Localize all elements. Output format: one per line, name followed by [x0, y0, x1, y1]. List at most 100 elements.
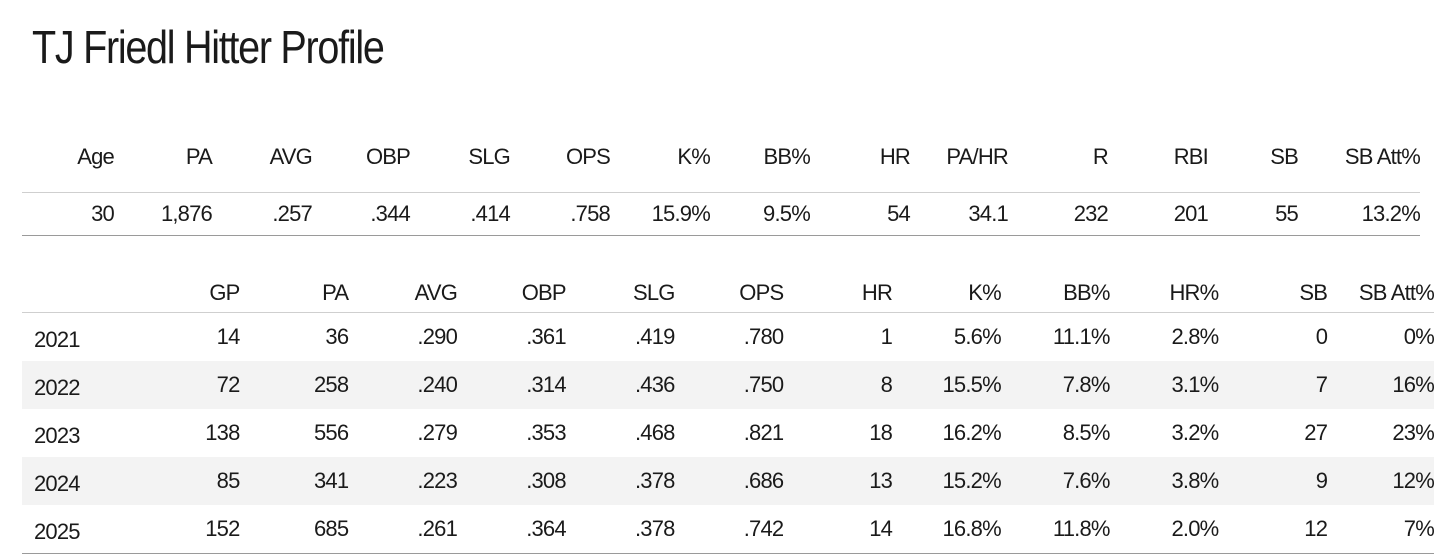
col-header-sb: SB — [1218, 274, 1328, 313]
table-cell: 55 — [1275, 201, 1299, 226]
season-stats-table: GP PA AVG OBP SLG OPS HR K% BB% HR% SB S… — [22, 274, 1435, 554]
col-header-ops: OPS — [674, 274, 784, 313]
table-cell: .750 — [743, 372, 784, 397]
col-header-age: Age — [77, 144, 115, 169]
table-cell: 1 — [880, 324, 893, 349]
table-cell: .314 — [526, 372, 566, 397]
table-row: 2025 152 685 .261 .364 .378 .742 14 16.8… — [22, 505, 1435, 554]
table-cell: 1,876 — [160, 201, 213, 226]
table-cell: 13 — [869, 468, 893, 493]
table-cell: 11.8% — [1052, 516, 1111, 541]
table-cell: 34.1 — [968, 201, 1008, 226]
table-cell: 23% — [1392, 420, 1434, 445]
table-cell: .436 — [634, 372, 675, 397]
table-row: 2022 72 258 .240 .314 .436 .750 8 15.5% … — [22, 361, 1435, 409]
table-cell: 18 — [869, 420, 893, 445]
table-cell: 556 — [313, 420, 349, 445]
col-header-avg: AVG — [269, 144, 313, 169]
table-cell: .742 — [743, 516, 784, 541]
table-cell: 3.1% — [1171, 372, 1219, 397]
col-header-bb-pct: BB% — [1000, 274, 1110, 313]
table-cell: .344 — [370, 201, 410, 226]
table-cell: 0% — [1403, 324, 1435, 349]
table-cell: .240 — [417, 372, 458, 397]
table-cell: .821 — [743, 420, 784, 445]
table-cell: 14 — [216, 324, 241, 349]
table-cell: .468 — [634, 420, 675, 445]
col-header-pa: PA — [239, 274, 349, 313]
table-cell: 258 — [313, 372, 349, 397]
table-cell: 8.5% — [1062, 420, 1111, 445]
table-cell: 2025 — [34, 519, 81, 544]
table-cell: .758 — [570, 201, 610, 226]
table-cell: 2.0% — [1171, 516, 1219, 541]
col-header-rbi: RBI — [1173, 144, 1209, 169]
career-stats-table: Age PA AVG OBP SLG OPS K% BB% HR PA/HR R… — [22, 122, 1421, 236]
col-header-k-pct: K% — [892, 274, 1002, 313]
col-header-pa: PA — [185, 144, 213, 169]
table-cell: 14 — [869, 516, 893, 541]
table-cell: 12% — [1392, 468, 1434, 493]
table-cell: 15.5% — [942, 372, 1001, 397]
table-cell: .780 — [743, 324, 784, 349]
table-cell: .308 — [526, 468, 566, 493]
table-cell: .290 — [417, 324, 458, 349]
table-cell: 2024 — [34, 471, 81, 496]
col-header-r: R — [1092, 144, 1109, 169]
col-header-slg: SLG — [565, 274, 675, 313]
table-cell: 72 — [216, 372, 241, 397]
table-cell: 152 — [205, 516, 240, 541]
table-cell: 27 — [1304, 420, 1328, 445]
table-cell: 16.2% — [942, 420, 1001, 445]
table-cell: 12 — [1304, 516, 1328, 541]
table-cell: 232 — [1073, 201, 1109, 226]
table-cell: 15.2% — [942, 468, 1001, 493]
table-cell: 138 — [205, 420, 240, 445]
table-cell: .353 — [526, 420, 566, 445]
col-header-hr: HR — [879, 144, 911, 169]
table-cell: 15.9% — [651, 201, 711, 226]
table-cell: 16% — [1392, 372, 1434, 397]
table-cell: .378 — [634, 516, 675, 541]
career-header-row: Age PA AVG OBP SLG OPS K% BB% HR PA/HR R… — [22, 122, 1421, 193]
col-header-obp: OBP — [365, 144, 411, 169]
table-cell: 3.8% — [1171, 468, 1219, 493]
table-cell: 9.5% — [763, 201, 811, 226]
table-cell: .261 — [417, 516, 458, 541]
table-cell: 7 — [1315, 372, 1328, 397]
table-cell: 3.2% — [1171, 420, 1219, 445]
table-cell: 54 — [887, 201, 911, 226]
col-header-slg: SLG — [468, 144, 510, 169]
table-cell: 7% — [1403, 516, 1435, 541]
career-values-row: 30 1,876 .257 .344 .414 .758 15.9% 9.5% … — [22, 193, 1421, 236]
table-cell: .378 — [634, 468, 675, 493]
col-header-gp: GP — [138, 274, 240, 313]
table-cell: 341 — [313, 468, 349, 493]
table-cell: .361 — [526, 324, 566, 349]
table-cell: 13.2% — [1361, 201, 1421, 226]
table-cell: 2021 — [34, 327, 81, 352]
col-header-year — [22, 274, 139, 313]
table-cell: 36 — [325, 324, 349, 349]
table-cell: 11.1% — [1052, 324, 1111, 349]
table-cell: 5.6% — [953, 324, 1002, 349]
table-row: 2023 138 556 .279 .353 .468 .821 18 16.2… — [22, 409, 1435, 457]
table-cell: 7.6% — [1062, 468, 1111, 493]
table-cell: 8 — [880, 372, 893, 397]
col-header-bb-pct: BB% — [763, 144, 810, 169]
col-header-obp: OBP — [457, 274, 567, 313]
col-header-hr: HR — [783, 274, 893, 313]
table-cell: 201 — [1173, 201, 1209, 226]
table-cell: 2022 — [34, 375, 81, 400]
table-cell: 0 — [1315, 324, 1328, 349]
table-row: 2024 85 341 .223 .308 .378 .686 13 15.2%… — [22, 457, 1435, 505]
col-header-sb-att-pct: SB Att% — [1344, 144, 1421, 169]
col-header-k-pct: K% — [677, 144, 710, 169]
col-header-sb-att-pct: SB Att% — [1327, 274, 1435, 313]
table-cell: 2023 — [34, 423, 81, 448]
table-cell: 85 — [216, 468, 241, 493]
col-header-sb: SB — [1270, 144, 1299, 169]
table-cell: 9 — [1315, 468, 1328, 493]
col-header-hr-pct: HR% — [1109, 274, 1219, 313]
table-cell: 30 — [91, 201, 115, 226]
